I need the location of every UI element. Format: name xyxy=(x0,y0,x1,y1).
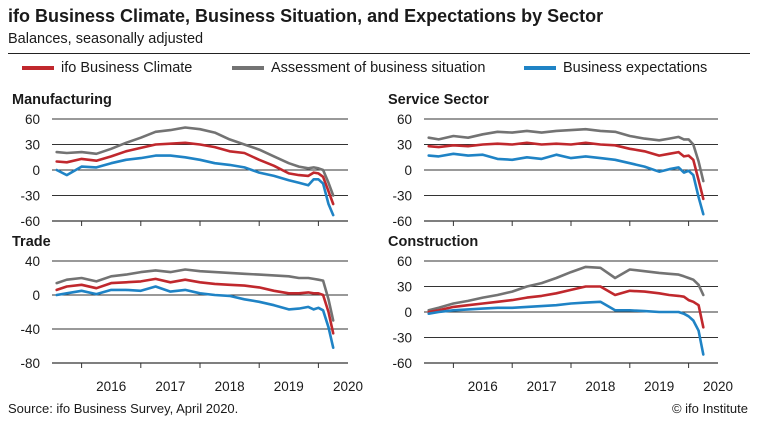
panel-title-construction: Construction xyxy=(388,234,478,250)
x-tick-label-trade-2: 2018 xyxy=(215,379,245,394)
legend-item-situation: Assessment of business situation xyxy=(232,60,485,76)
y-tick-label-construction-4: -60 xyxy=(392,356,412,371)
x-tick-label-trade-0: 2016 xyxy=(96,379,126,394)
series-line-service-sector-situation xyxy=(427,127,705,183)
series-line-construction-situation xyxy=(427,265,705,312)
y-tick-label-manufacturing-4: -60 xyxy=(20,214,40,229)
series-line-service-sector-climate xyxy=(427,141,705,201)
panel-title-trade: Trade xyxy=(12,234,51,250)
panel-trade: Trade 40 0 -40 -80 2016 2017 2018 2019 2020 xyxy=(12,234,363,394)
panel-construction: Construction 60 30 0 -30 -60 2016 2017 2018 2019 2… xyxy=(388,234,733,394)
series-line-construction-expectations xyxy=(427,300,705,356)
series-line-trade-expectations xyxy=(55,285,335,350)
legend-item-climate: ifo Business Climate xyxy=(22,60,192,76)
x-tick-label-trade-4: 2020 xyxy=(333,379,363,394)
y-tick-label-trade-2: -40 xyxy=(20,322,40,337)
y-tick-label-trade-1: 0 xyxy=(32,288,40,303)
series-line-service-sector-expectations xyxy=(427,152,705,216)
y-tick-label-service-sector-1: 30 xyxy=(397,138,412,153)
legend-label-situation: Assessment of business situation xyxy=(271,60,486,76)
y-tick-label-manufacturing-3: -30 xyxy=(20,189,40,204)
y-tick-label-construction-3: -30 xyxy=(392,331,412,346)
credit-note: © ifo Institute xyxy=(671,401,748,416)
legend-label-climate: ifo Business Climate xyxy=(61,60,193,76)
y-tick-label-service-sector-4: -60 xyxy=(392,214,412,229)
legend-swatch-climate xyxy=(22,66,54,70)
series-line-manufacturing-climate xyxy=(55,141,335,206)
x-tick-label-trade-3: 2019 xyxy=(274,379,304,394)
x-tick-label-construction-4: 2020 xyxy=(703,379,733,394)
header-divider xyxy=(8,53,750,54)
panel-title-service-sector: Service Sector xyxy=(388,92,489,108)
series-line-construction-climate xyxy=(427,285,705,329)
x-tick-label-construction-2: 2018 xyxy=(585,379,615,394)
y-tick-label-service-sector-2: 0 xyxy=(404,163,412,178)
y-tick-label-manufacturing-0: 60 xyxy=(25,112,40,127)
x-tick-label-construction-1: 2017 xyxy=(527,379,557,394)
series-line-manufacturing-expectations xyxy=(55,154,335,217)
legend-item-expectations: Business expectations xyxy=(524,60,707,76)
panel-title-manufacturing: Manufacturing xyxy=(12,92,112,108)
y-tick-label-manufacturing-2: 0 xyxy=(32,163,40,178)
y-tick-label-manufacturing-1: 30 xyxy=(25,138,40,153)
y-tick-label-trade-0: 40 xyxy=(25,254,40,269)
y-tick-label-service-sector-0: 60 xyxy=(397,112,412,127)
legend-label-expectations: Business expectations xyxy=(563,60,708,76)
chart-subtitle: Balances, seasonally adjusted xyxy=(8,31,204,47)
chart-title: ifo Business Climate, Business Situation… xyxy=(8,6,604,26)
panel-manufacturing: Manufacturing 60 30 0 -30 -60 xyxy=(12,92,348,229)
y-tick-label-construction-0: 60 xyxy=(397,254,412,269)
y-tick-label-trade-3: -80 xyxy=(20,356,40,371)
legend-swatch-situation xyxy=(232,66,264,70)
series-line-trade-situation xyxy=(55,268,335,322)
panel-service-sector: Service Sector 60 30 0 -30 -60 xyxy=(388,92,718,229)
x-tick-label-trade-1: 2017 xyxy=(155,379,185,394)
source-note: Source: ifo Business Survey, April 2020. xyxy=(8,401,239,416)
x-tick-label-construction-3: 2019 xyxy=(644,379,674,394)
y-tick-label-construction-2: 0 xyxy=(404,305,412,320)
x-tick-label-construction-0: 2016 xyxy=(468,379,498,394)
series-line-trade-climate xyxy=(55,277,335,335)
series-line-manufacturing-situation xyxy=(55,126,335,197)
legend: ifo Business Climate Assessment of busin… xyxy=(22,60,742,80)
y-tick-label-service-sector-3: -30 xyxy=(392,189,412,204)
legend-swatch-expectations xyxy=(524,66,556,70)
y-tick-label-construction-1: 30 xyxy=(397,280,412,295)
